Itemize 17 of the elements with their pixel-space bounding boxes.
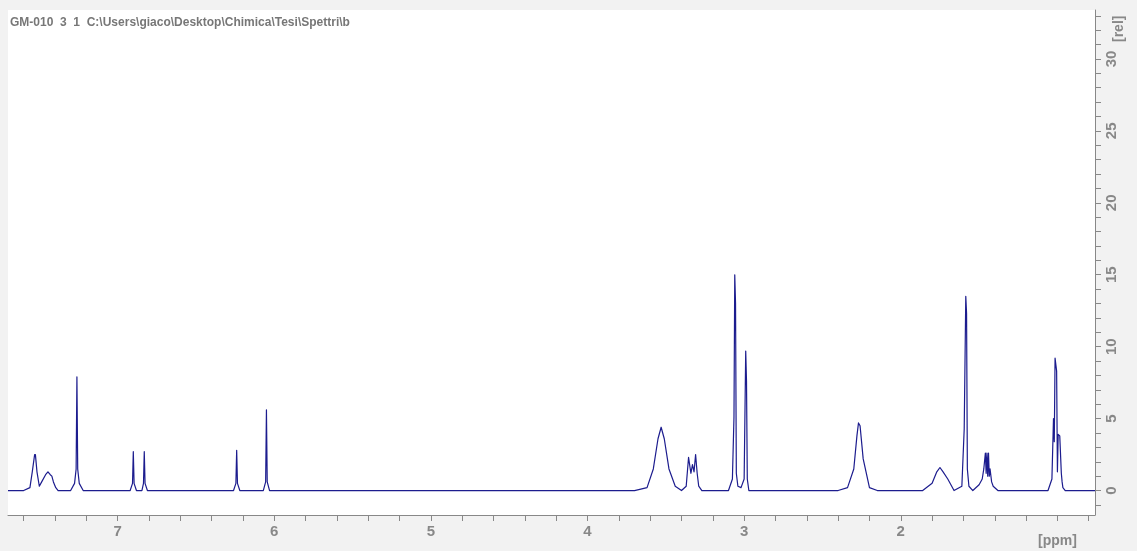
y-tick-label: 0: [1102, 486, 1119, 495]
chart-title: GM-010 3 1 C:\Users\giaco\Desktop\Chimica\Tesi\Spettri\b: [10, 15, 350, 29]
line-series: [7, 274, 1096, 492]
y-tick-label: 25: [1102, 122, 1119, 140]
y-tick-label: 15: [1102, 266, 1119, 284]
x-tick-label: 7: [113, 522, 122, 539]
x-tick-label: 6: [270, 522, 279, 539]
x-tick-label: 2: [896, 522, 905, 539]
x-axis-title: [ppm]: [1037, 532, 1077, 548]
y-tick-label: 30: [1102, 50, 1119, 68]
y-tick-label: 10: [1102, 338, 1119, 356]
x-tick-label: 3: [739, 522, 749, 539]
x-tick-label: 4: [583, 522, 593, 539]
y-tick-label: 20: [1102, 194, 1119, 212]
y-tick-label: 5: [1102, 414, 1119, 423]
y-axis-title: [rel]: [1110, 15, 1126, 42]
x-tick-label: 5: [426, 522, 436, 539]
